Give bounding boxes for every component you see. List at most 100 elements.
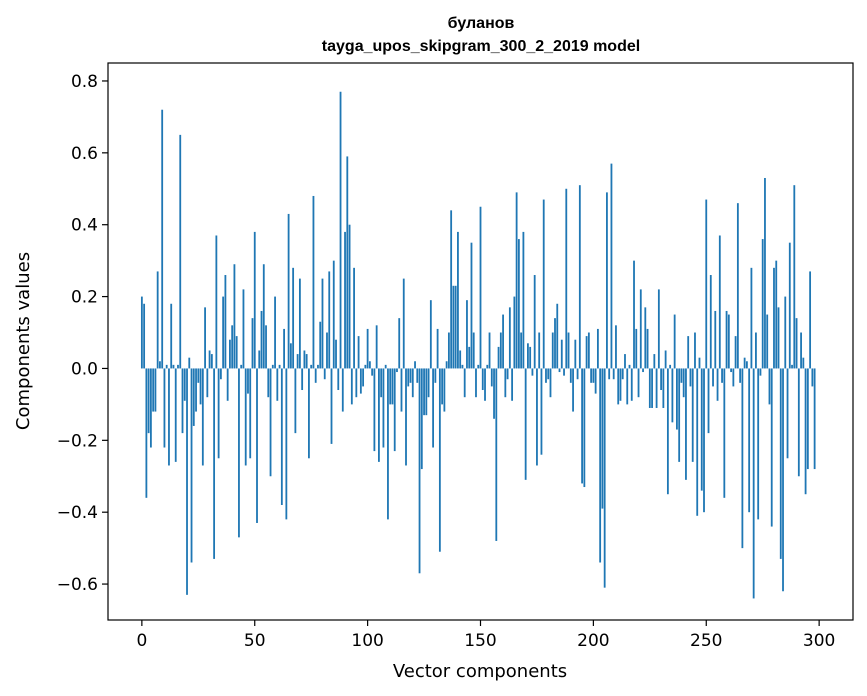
- bar: [174, 368, 177, 462]
- bar: [748, 368, 751, 513]
- bar: [655, 368, 658, 408]
- bar: [317, 364, 319, 369]
- bar: [718, 235, 721, 369]
- bar: [596, 328, 599, 369]
- bar: [278, 364, 281, 369]
- bar: [479, 206, 482, 369]
- x-tick-label: 100: [351, 631, 383, 651]
- bar: [183, 368, 186, 401]
- bar: [676, 368, 678, 430]
- bar: [739, 368, 742, 383]
- bar: [461, 364, 464, 369]
- y-tick-label: 0.8: [71, 72, 98, 92]
- bar: [242, 289, 245, 369]
- y-tick-label: 0.2: [71, 288, 98, 308]
- bar: [181, 368, 184, 434]
- bar: [592, 368, 595, 383]
- bar: [515, 192, 518, 369]
- bar: [319, 321, 322, 369]
- bar: [387, 368, 389, 520]
- bar: [542, 199, 545, 369]
- bar: [298, 278, 301, 369]
- bar: [186, 368, 188, 595]
- bar: [269, 368, 272, 477]
- x-axis-label: Vector components: [393, 661, 567, 682]
- bar: [154, 368, 157, 412]
- bar: [398, 318, 401, 369]
- bar: [296, 354, 299, 369]
- bar: [348, 224, 351, 369]
- bar: [779, 368, 782, 559]
- bar: [159, 361, 161, 369]
- bar: [265, 325, 267, 369]
- bar: [502, 314, 504, 369]
- bar: [547, 368, 550, 380]
- bar: [427, 368, 430, 398]
- bar: [538, 332, 541, 369]
- bar: [608, 368, 611, 380]
- bar: [378, 368, 380, 462]
- bar: [402, 278, 405, 369]
- bar: [287, 213, 290, 369]
- x-axis: 0 50 100 150 200 250 300: [136, 620, 835, 651]
- bar: [495, 368, 498, 541]
- bar: [504, 368, 507, 398]
- bar: [409, 368, 412, 383]
- bar: [149, 368, 152, 448]
- bar: [741, 368, 744, 549]
- bar: [590, 368, 593, 383]
- bar: [750, 267, 753, 369]
- bar: [486, 364, 489, 369]
- bar: [247, 368, 249, 394]
- bar: [524, 368, 527, 480]
- bar: [215, 235, 218, 369]
- bar: [274, 296, 276, 369]
- bar: [793, 185, 796, 369]
- bar: [635, 328, 638, 369]
- bar: [163, 368, 166, 448]
- bar: [208, 350, 211, 369]
- bar: [420, 368, 423, 470]
- bar: [743, 357, 746, 369]
- bar: [637, 368, 640, 398]
- bar: [434, 368, 437, 383]
- bar: [511, 368, 514, 401]
- bar: [152, 368, 155, 412]
- bar: [400, 368, 403, 412]
- bar: [569, 368, 572, 383]
- bar: [375, 325, 378, 369]
- x-tick-label: 150: [464, 631, 496, 651]
- bar: [705, 199, 708, 369]
- bar: [156, 271, 159, 369]
- bar: [188, 357, 191, 369]
- bar: [475, 368, 477, 398]
- bar: [545, 368, 547, 383]
- bar: [312, 195, 315, 369]
- bar: [572, 368, 574, 412]
- bar: [759, 368, 762, 376]
- bar: [662, 368, 665, 408]
- bar: [716, 368, 719, 401]
- bar: [687, 336, 690, 369]
- bar: [791, 364, 793, 369]
- bar: [764, 177, 766, 369]
- bar: [732, 368, 735, 387]
- bar: [308, 368, 310, 459]
- bar: [172, 364, 175, 369]
- bar: [714, 310, 717, 369]
- bar: [522, 231, 525, 369]
- bar: [314, 368, 317, 383]
- bar: [770, 368, 773, 527]
- bar-series: [140, 91, 816, 599]
- bar: [707, 368, 710, 434]
- bar: [459, 350, 462, 369]
- bar: [177, 364, 179, 369]
- bar: [694, 332, 696, 369]
- bar: [373, 368, 376, 452]
- bar: [457, 231, 459, 369]
- bar: [344, 231, 346, 369]
- bar: [411, 368, 414, 398]
- bar: [752, 368, 755, 599]
- bar: [680, 368, 683, 383]
